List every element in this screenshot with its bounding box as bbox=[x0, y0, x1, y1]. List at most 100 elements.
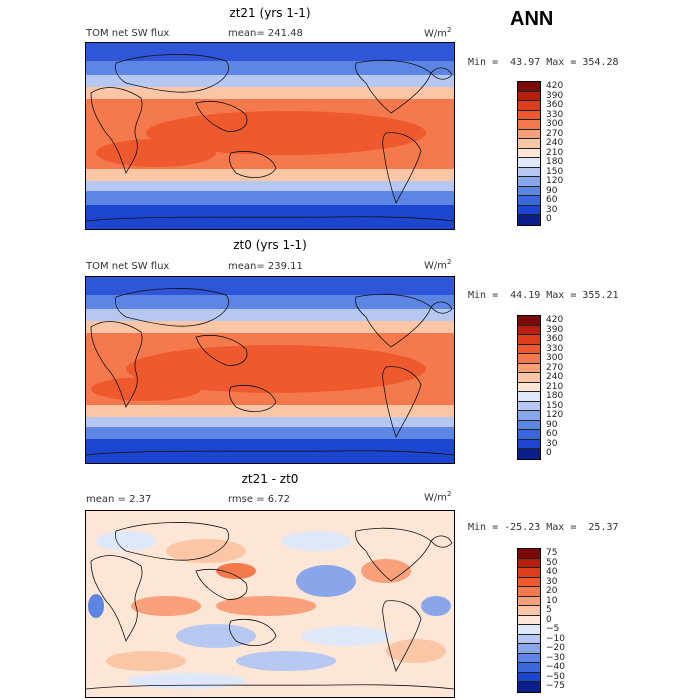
panel-1-colorbar bbox=[517, 81, 541, 226]
colorbar-swatch bbox=[518, 449, 540, 459]
colorbar-swatch bbox=[518, 373, 540, 383]
colorbar-tick-label: 40 bbox=[546, 567, 558, 577]
colorbar-tick-label: 210 bbox=[546, 147, 564, 158]
colorbar-swatch bbox=[518, 663, 540, 673]
band bbox=[86, 181, 454, 191]
colorbar-tick-label: −5 bbox=[546, 624, 560, 634]
band bbox=[86, 309, 454, 321]
colorbar-swatch bbox=[518, 177, 540, 187]
colorbar-swatch bbox=[518, 625, 540, 635]
colorbar-swatch bbox=[518, 587, 540, 597]
colorbar-tick-label: 10 bbox=[546, 595, 558, 606]
colorbar-tick-label: 0 bbox=[546, 614, 552, 625]
colorbar-tick-label: 240 bbox=[546, 372, 564, 382]
colorbar-tick-label: 300 bbox=[546, 353, 564, 363]
colorbar-swatch bbox=[518, 148, 540, 158]
colorbar-swatch bbox=[518, 653, 540, 663]
panel-3-units: W/m2 bbox=[424, 490, 452, 504]
colorbar-tick-label: −30 bbox=[546, 652, 565, 663]
colorbar-tick-label: 0 bbox=[546, 214, 552, 224]
colorbar-tick-label: 300 bbox=[546, 119, 564, 129]
colorbar-tick-label: −20 bbox=[546, 643, 565, 653]
colorbar-swatch bbox=[518, 672, 540, 682]
colorbar-tick-label: 60 bbox=[546, 429, 558, 439]
panel-1-map bbox=[85, 42, 455, 230]
colorbar-swatch bbox=[518, 82, 540, 92]
colorbar-tick-label: 270 bbox=[546, 362, 564, 373]
panel-2-map bbox=[85, 276, 455, 464]
band bbox=[86, 75, 454, 87]
colorbar-swatch bbox=[518, 392, 540, 402]
colorbar-swatch bbox=[518, 158, 540, 168]
colorbar-tick-label: 390 bbox=[546, 90, 564, 101]
colorbar-tick-label: 150 bbox=[546, 400, 564, 411]
colorbar-swatch bbox=[518, 420, 540, 430]
colorbar-swatch bbox=[518, 606, 540, 616]
colorbar-swatch bbox=[518, 411, 540, 421]
colorbar-swatch bbox=[518, 430, 540, 440]
colorbar-swatch bbox=[518, 186, 540, 196]
colorbar-tick-label: 30 bbox=[546, 204, 558, 215]
band bbox=[86, 427, 454, 439]
colorbar-swatch bbox=[518, 354, 540, 364]
colorbar-tick-label: 90 bbox=[546, 419, 558, 430]
max-region bbox=[126, 345, 426, 393]
colorbar-swatch bbox=[518, 316, 540, 326]
colorbar-tick-label: −75 bbox=[546, 681, 565, 691]
colorbar-tick-label: 50 bbox=[546, 557, 558, 568]
band bbox=[86, 405, 454, 417]
band bbox=[86, 417, 454, 427]
colorbar-tick-label: 120 bbox=[546, 410, 564, 420]
colorbar-swatch bbox=[518, 382, 540, 392]
colorbar-swatch bbox=[518, 439, 540, 449]
band bbox=[86, 61, 454, 75]
panel-2-title: zt0 (yrs 1-1) bbox=[233, 238, 307, 252]
colorbar-tick-label: −40 bbox=[546, 662, 565, 672]
max-region bbox=[96, 139, 216, 167]
colorbar-swatch bbox=[518, 325, 540, 335]
colorbar-swatch bbox=[518, 682, 540, 692]
colorbar-swatch bbox=[518, 110, 540, 120]
colorbar-tick-label: 330 bbox=[546, 109, 564, 120]
panel-2-colorbar bbox=[517, 315, 541, 460]
colorbar-swatch bbox=[518, 167, 540, 177]
colorbar-tick-label: 75 bbox=[546, 548, 558, 558]
difference-patches bbox=[88, 531, 451, 689]
panel-2-units: W/m2 bbox=[424, 258, 452, 272]
colorbar-tick-label: 90 bbox=[546, 185, 558, 196]
colorbar-swatch bbox=[518, 615, 540, 625]
coastlines bbox=[86, 522, 454, 690]
colorbar-swatch bbox=[518, 215, 540, 225]
colorbar-swatch bbox=[518, 91, 540, 101]
colorbar-tick-label: 60 bbox=[546, 195, 558, 205]
colorbar-swatch bbox=[518, 129, 540, 139]
colorbar-tick-label: 20 bbox=[546, 586, 558, 596]
colorbar-swatch bbox=[518, 120, 540, 130]
colorbar-tick-label: 270 bbox=[546, 128, 564, 139]
colorbar-swatch bbox=[518, 634, 540, 644]
colorbar-tick-label: 180 bbox=[546, 157, 564, 167]
colorbar-tick-label: 360 bbox=[546, 334, 564, 344]
coastlines bbox=[86, 288, 454, 456]
colorbar-tick-label: 0 bbox=[546, 448, 552, 458]
max-region bbox=[91, 377, 201, 401]
colorbar-swatch bbox=[518, 205, 540, 215]
panel-1-mean-label: mean= 241.48 bbox=[228, 28, 303, 39]
colorbar-swatch bbox=[518, 577, 540, 587]
colorbar-swatch bbox=[518, 644, 540, 654]
colorbar-swatch bbox=[518, 196, 540, 206]
colorbar-swatch bbox=[518, 101, 540, 111]
colorbar-tick-label: 180 bbox=[546, 391, 564, 401]
colorbar-swatch bbox=[518, 363, 540, 373]
colorbar-tick-label: 420 bbox=[546, 315, 564, 325]
colorbar-tick-label: −50 bbox=[546, 671, 565, 682]
colorbar-swatch bbox=[518, 335, 540, 345]
season-label: ANN bbox=[510, 8, 554, 30]
coastlines bbox=[86, 54, 454, 222]
panel-3-minmax: Min = -25.23 Max = 25.37 bbox=[468, 522, 619, 533]
band bbox=[86, 191, 454, 205]
colorbar-tick-label: −10 bbox=[546, 633, 565, 644]
band bbox=[86, 295, 454, 309]
colorbar-tick-label: 120 bbox=[546, 176, 564, 186]
colorbar-swatch bbox=[518, 558, 540, 568]
